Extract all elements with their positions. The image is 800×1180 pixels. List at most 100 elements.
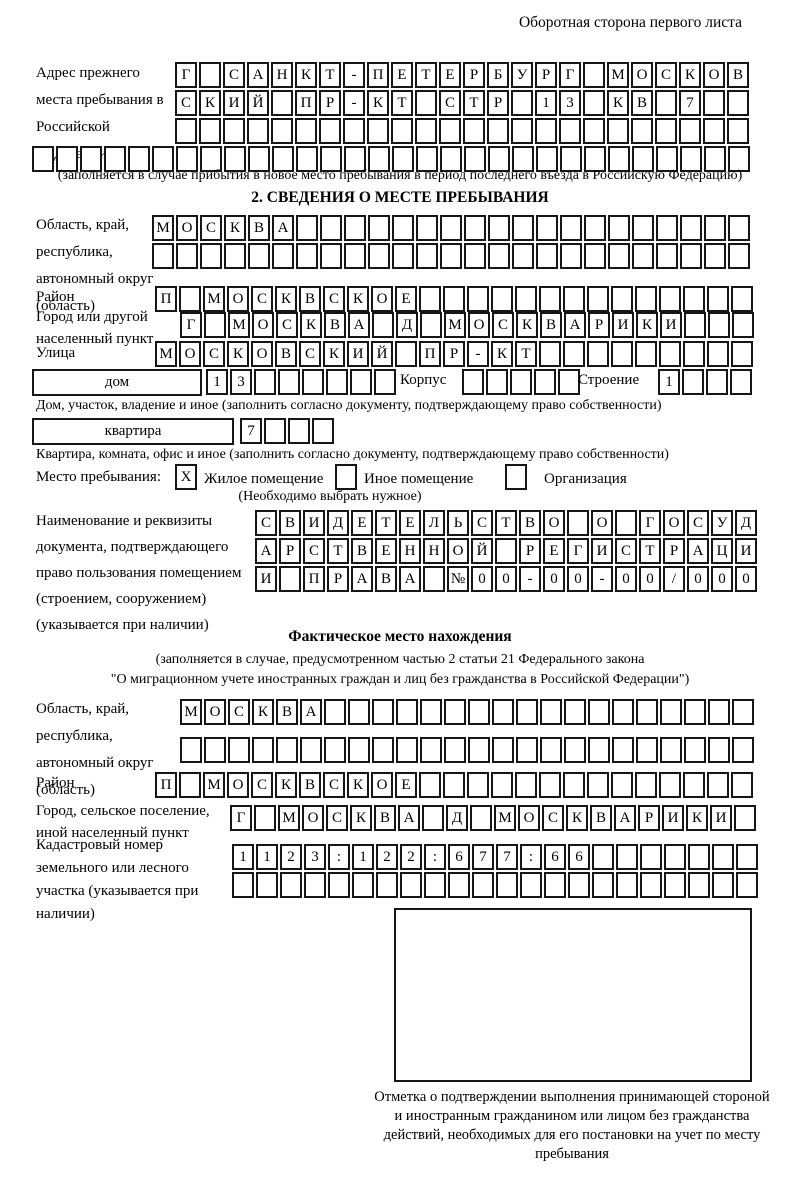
char-cell[interactable]: К — [227, 341, 249, 367]
char-cell[interactable] — [727, 118, 749, 144]
char-cell[interactable]: В — [275, 341, 297, 367]
char-cell[interactable]: С — [542, 805, 564, 831]
char-cell[interactable]: О — [543, 510, 565, 536]
char-cell[interactable]: Н — [399, 538, 421, 564]
char-cell[interactable]: И — [710, 805, 732, 831]
char-cell[interactable] — [200, 146, 222, 172]
char-cell[interactable]: Д — [327, 510, 349, 536]
char-cell[interactable]: Г — [175, 62, 197, 88]
char-cell[interactable] — [296, 243, 318, 269]
char-cell[interactable] — [320, 243, 342, 269]
char-cell[interactable]: № — [447, 566, 469, 592]
char-cell[interactable]: Т — [495, 510, 517, 536]
char-cell[interactable]: К — [491, 341, 513, 367]
char-cell[interactable] — [176, 146, 198, 172]
char-cell[interactable] — [464, 243, 486, 269]
char-cell[interactable] — [326, 369, 348, 395]
char-cell[interactable]: Е — [351, 510, 373, 536]
char-cell[interactable] — [535, 118, 557, 144]
char-cell[interactable]: 0 — [735, 566, 757, 592]
char-cell[interactable]: 7 — [496, 844, 518, 870]
char-cell[interactable]: С — [439, 90, 461, 116]
char-cell[interactable] — [200, 243, 222, 269]
char-cell[interactable]: У — [511, 62, 533, 88]
char-cell[interactable] — [559, 118, 581, 144]
char-cell[interactable] — [271, 90, 293, 116]
char-cell[interactable] — [344, 146, 366, 172]
char-cell[interactable] — [640, 872, 662, 898]
kvartira-number-row[interactable]: 7 — [240, 418, 336, 444]
char-cell[interactable] — [587, 772, 609, 798]
char-cell[interactable]: И — [662, 805, 684, 831]
char-cell[interactable] — [440, 243, 462, 269]
char-cell[interactable]: К — [275, 286, 297, 312]
char-cell[interactable] — [392, 243, 414, 269]
char-cell[interactable]: М — [444, 312, 466, 338]
char-cell[interactable] — [611, 341, 633, 367]
char-cell[interactable]: В — [540, 312, 562, 338]
char-cell[interactable]: Т — [515, 341, 537, 367]
char-cell[interactable]: В — [279, 510, 301, 536]
char-cell[interactable] — [732, 312, 754, 338]
char-cell[interactable] — [199, 118, 221, 144]
char-cell[interactable] — [248, 243, 270, 269]
char-cell[interactable] — [288, 418, 310, 444]
char-cell[interactable] — [611, 772, 633, 798]
char-cell[interactable]: К — [224, 215, 246, 241]
char-cell[interactable] — [272, 146, 294, 172]
char-cell[interactable]: И — [660, 312, 682, 338]
char-cell[interactable]: Н — [271, 62, 293, 88]
char-cell[interactable]: М — [152, 215, 174, 241]
char-cell[interactable]: П — [155, 772, 177, 798]
char-cell[interactable] — [392, 146, 414, 172]
char-cell[interactable]: 7 — [472, 844, 494, 870]
char-cell[interactable] — [254, 369, 276, 395]
char-cell[interactable] — [486, 369, 508, 395]
char-cell[interactable] — [512, 215, 534, 241]
char-cell[interactable]: Р — [519, 538, 541, 564]
char-cell[interactable] — [516, 737, 538, 763]
char-cell[interactable] — [592, 844, 614, 870]
char-cell[interactable] — [708, 737, 730, 763]
char-cell[interactable]: 1 — [206, 369, 228, 395]
char-cell[interactable] — [328, 872, 350, 898]
char-cell[interactable] — [444, 699, 466, 725]
char-cell[interactable] — [540, 737, 562, 763]
char-cell[interactable] — [659, 772, 681, 798]
char-cell[interactable] — [684, 737, 706, 763]
char-cell[interactable] — [104, 146, 126, 172]
char-cell[interactable] — [505, 464, 527, 490]
char-cell[interactable] — [558, 369, 580, 395]
char-cell[interactable] — [616, 872, 638, 898]
char-cell[interactable]: Н — [423, 538, 445, 564]
char-cell[interactable]: С — [687, 510, 709, 536]
char-cell[interactable] — [462, 369, 484, 395]
char-cell[interactable] — [660, 699, 682, 725]
char-cell[interactable] — [563, 772, 585, 798]
char-cell[interactable] — [660, 737, 682, 763]
char-cell[interactable] — [395, 341, 417, 367]
char-cell[interactable]: К — [350, 805, 372, 831]
char-cell[interactable]: Г — [639, 510, 661, 536]
char-cell[interactable] — [391, 118, 413, 144]
char-cell[interactable]: Е — [395, 772, 417, 798]
char-cell[interactable]: : — [424, 844, 446, 870]
char-cell[interactable] — [682, 369, 704, 395]
char-cell[interactable] — [224, 146, 246, 172]
char-cell[interactable] — [588, 699, 610, 725]
char-cell[interactable]: Т — [327, 538, 349, 564]
char-cell[interactable]: Р — [487, 90, 509, 116]
char-cell[interactable]: О — [251, 341, 273, 367]
char-cell[interactable] — [516, 699, 538, 725]
char-cell[interactable]: X — [175, 464, 197, 490]
char-cell[interactable]: Р — [279, 538, 301, 564]
char-cell[interactable] — [470, 805, 492, 831]
char-cell[interactable]: Л — [423, 510, 445, 536]
char-cell[interactable] — [568, 872, 590, 898]
char-cell[interactable]: В — [276, 699, 298, 725]
char-cell[interactable] — [416, 215, 438, 241]
char-cell[interactable]: 1 — [535, 90, 557, 116]
char-cell[interactable]: Р — [327, 566, 349, 592]
